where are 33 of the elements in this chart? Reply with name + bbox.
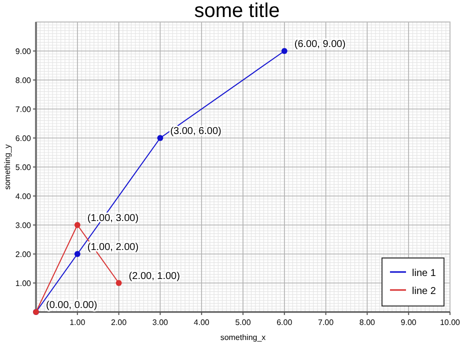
y-tick-label: 9.00 bbox=[15, 47, 32, 56]
x-tick-label: 3.00 bbox=[152, 318, 169, 327]
y-tick-label: 2.00 bbox=[15, 250, 32, 259]
data-label: (0.00, 0.00) bbox=[46, 300, 98, 311]
y-tick-label: 7.00 bbox=[15, 105, 32, 114]
chart-title: some title bbox=[194, 0, 280, 22]
y-axis-title: something_y bbox=[3, 144, 12, 190]
y-tick-label: 6.00 bbox=[15, 134, 32, 143]
y-tick-label: 4.00 bbox=[15, 192, 32, 201]
x-tick-label: 10.00 bbox=[440, 318, 461, 327]
y-tick-label: 3.00 bbox=[15, 221, 32, 230]
point bbox=[116, 280, 122, 286]
y-tick-label: 5.00 bbox=[15, 163, 32, 172]
x-tick-label: 5.00 bbox=[235, 318, 252, 327]
y-tick-label: 8.00 bbox=[15, 76, 32, 85]
data-label: (2.00, 1.00) bbox=[128, 271, 180, 282]
point bbox=[74, 222, 80, 228]
legend-label: line 2 bbox=[412, 286, 436, 297]
point bbox=[157, 135, 164, 141]
x-tick-label: 4.00 bbox=[194, 318, 210, 327]
data-label: (3.00, 6.00) bbox=[170, 126, 222, 137]
data-label: (6.00, 9.00) bbox=[294, 39, 346, 50]
x-tick-label: 9.00 bbox=[400, 318, 417, 327]
legend-label: line 1 bbox=[412, 268, 436, 279]
point bbox=[74, 251, 80, 257]
x-axis-title: something_x bbox=[220, 333, 266, 342]
x-tick-label: 2.00 bbox=[111, 318, 128, 327]
y-tick-label: 1.00 bbox=[15, 279, 32, 288]
x-tick-label: 6.00 bbox=[276, 318, 293, 327]
x-tick-label: 7.00 bbox=[318, 318, 334, 327]
x-tick-label: 8.00 bbox=[359, 318, 376, 327]
x-tick-label: 1.00 bbox=[70, 318, 86, 327]
point bbox=[281, 48, 288, 54]
